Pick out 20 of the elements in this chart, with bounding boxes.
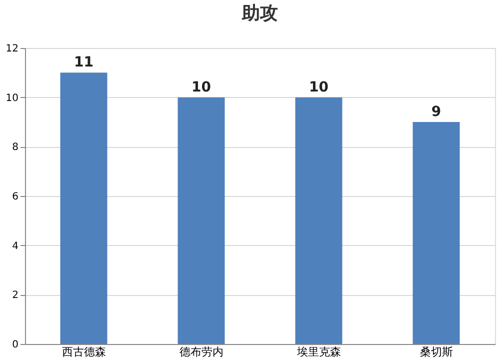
chart-title: 助攻 [241, 3, 278, 24]
x-tick-label: 桑切斯 [420, 346, 453, 358]
data-label: 9 [431, 104, 442, 120]
y-tick-label: 2 [12, 290, 18, 302]
data-label: 10 [192, 79, 212, 96]
y-tick-label: 4 [12, 240, 18, 252]
data-label: 11 [74, 54, 94, 71]
bar [178, 97, 225, 344]
y-tick-label: 12 [6, 44, 18, 54]
data-label: 10 [309, 79, 329, 96]
y-tick-label: 10 [6, 92, 18, 104]
x-tick-label: 德布劳内 [179, 346, 224, 358]
y-tick-label: 6 [12, 192, 18, 202]
y-tick-label: 0 [12, 340, 18, 350]
bar [412, 122, 460, 344]
y-tick-label: 8 [12, 142, 18, 154]
x-tick-label: 埃里克森 [296, 346, 341, 358]
bar [60, 72, 108, 344]
x-tick-label: 西古德森 [62, 346, 106, 358]
bar [295, 97, 342, 344]
